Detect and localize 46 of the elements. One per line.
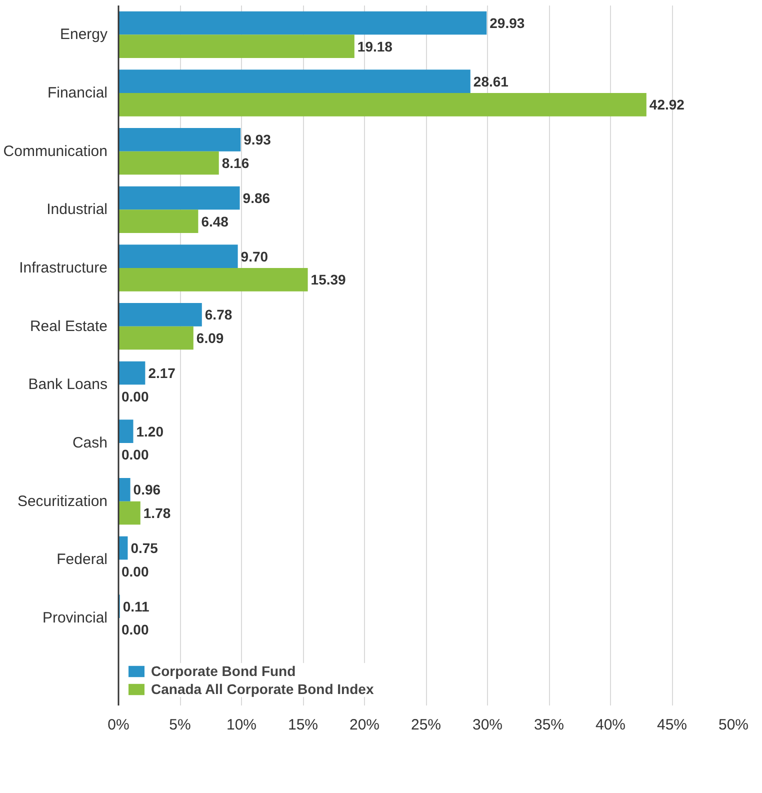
x-tick-label: 30% bbox=[472, 716, 503, 734]
y-tick-label: Provincial bbox=[42, 610, 108, 626]
data-label: 15.39 bbox=[310, 272, 346, 288]
data-label: 6.78 bbox=[204, 306, 232, 323]
data-label: 6.48 bbox=[201, 213, 229, 230]
y-tick-label: Securitization bbox=[17, 492, 108, 510]
data-label: 0.00 bbox=[122, 563, 149, 580]
y-tick-label: Federal bbox=[56, 551, 108, 568]
data-label: 0.96 bbox=[133, 482, 161, 498]
data-label: 0.00 bbox=[122, 622, 149, 638]
y-tick-label: Communication bbox=[3, 142, 108, 160]
data-label: 8.16 bbox=[222, 155, 250, 171]
x-tick-label: 25% bbox=[410, 716, 442, 734]
data-label: 9.70 bbox=[240, 248, 268, 264]
y-tick-label: Energy bbox=[60, 26, 108, 44]
data-label: 0.75 bbox=[130, 540, 158, 556]
x-tick-label: 50% bbox=[718, 716, 749, 734]
x-tick-label: 10% bbox=[226, 716, 257, 734]
x-tick-label: 35% bbox=[534, 716, 564, 734]
x-tick-label: 40% bbox=[595, 716, 626, 734]
data-label: 19.18 bbox=[357, 38, 393, 54]
data-label: 42.92 bbox=[649, 96, 685, 113]
x-tick-label: 20% bbox=[349, 716, 380, 734]
data-label: 9.86 bbox=[242, 190, 270, 206]
y-tick-label: Bank Loans bbox=[28, 376, 108, 394]
data-label: 1.78 bbox=[143, 505, 171, 521]
y-tick-label: Cash bbox=[72, 434, 108, 452]
y-tick-label: Infrastructure bbox=[19, 260, 108, 276]
x-tick-label: 5% bbox=[169, 716, 191, 734]
legend-label: Canada All Corporate Bond Index bbox=[151, 681, 374, 697]
data-label: 1.20 bbox=[136, 423, 164, 440]
x-tick-label: 45% bbox=[656, 716, 688, 734]
data-label: 0.00 bbox=[122, 446, 149, 463]
y-tick-label: Real Estate bbox=[30, 318, 108, 335]
data-label: 29.93 bbox=[490, 15, 525, 31]
data-label: 0.00 bbox=[122, 388, 149, 404]
x-tick-label: 15% bbox=[288, 716, 318, 734]
x-tick-label: 0% bbox=[108, 716, 130, 734]
y-tick-label: Financial bbox=[47, 84, 108, 102]
data-label: 0.11 bbox=[122, 598, 150, 614]
data-label: 9.93 bbox=[244, 132, 272, 148]
data-label: 6.09 bbox=[196, 330, 224, 346]
data-label: 2.17 bbox=[148, 365, 176, 381]
data-label: 28.61 bbox=[473, 73, 509, 90]
legend-label: Corporate Bond Fund bbox=[151, 663, 296, 679]
y-tick-label: Industrial bbox=[46, 201, 108, 218]
